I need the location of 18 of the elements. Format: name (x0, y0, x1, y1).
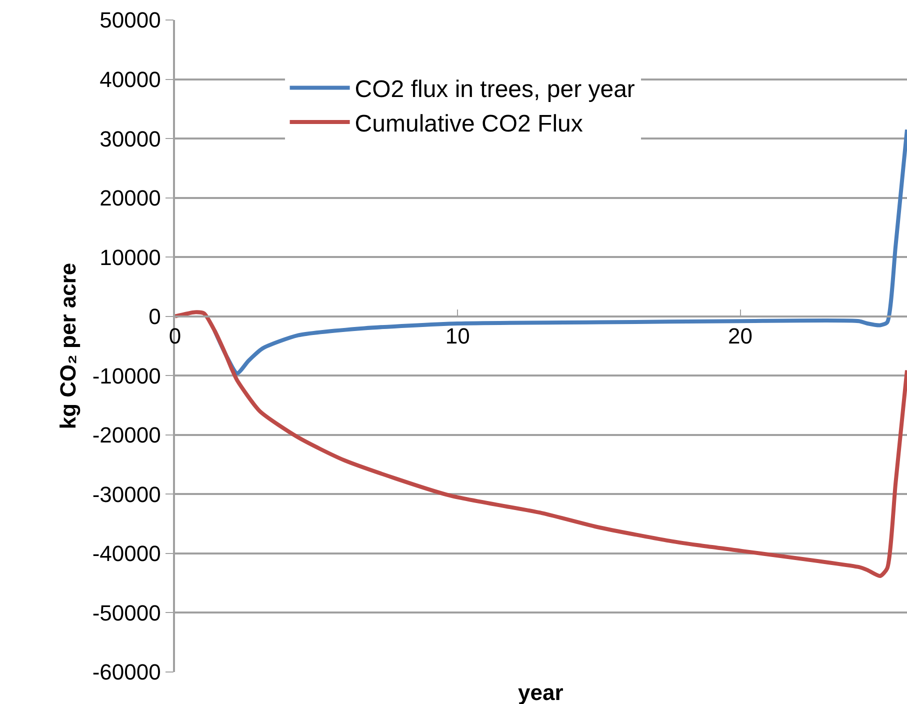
y-tick-label: 30000 (100, 126, 161, 152)
y-tick-label: 40000 (100, 66, 161, 92)
y-tick-label: 0 (148, 304, 161, 330)
x-tick-label: 0 (168, 324, 182, 349)
y-tick-label: -10000 (92, 363, 161, 388)
y-tick-label: -30000 (92, 482, 161, 507)
y-tick-label: 10000 (100, 244, 161, 270)
y-tick-label: -40000 (92, 541, 161, 566)
y-tick-label: -20000 (92, 422, 161, 448)
y-tick-label: 50000 (100, 8, 161, 33)
y-axis-title: kg CO₂ per acre (56, 262, 81, 430)
y-tick-label: -50000 (92, 600, 161, 626)
x-tick-label: 10 (445, 324, 470, 349)
legend-label: CO2 flux in trees, per year (354, 76, 635, 104)
legend-label: Cumulative CO2 Flux (354, 110, 583, 138)
x-tick-label: 20 (728, 324, 752, 349)
y-tick-label: -60000 (92, 660, 161, 685)
y-tick-label: 20000 (100, 186, 161, 211)
